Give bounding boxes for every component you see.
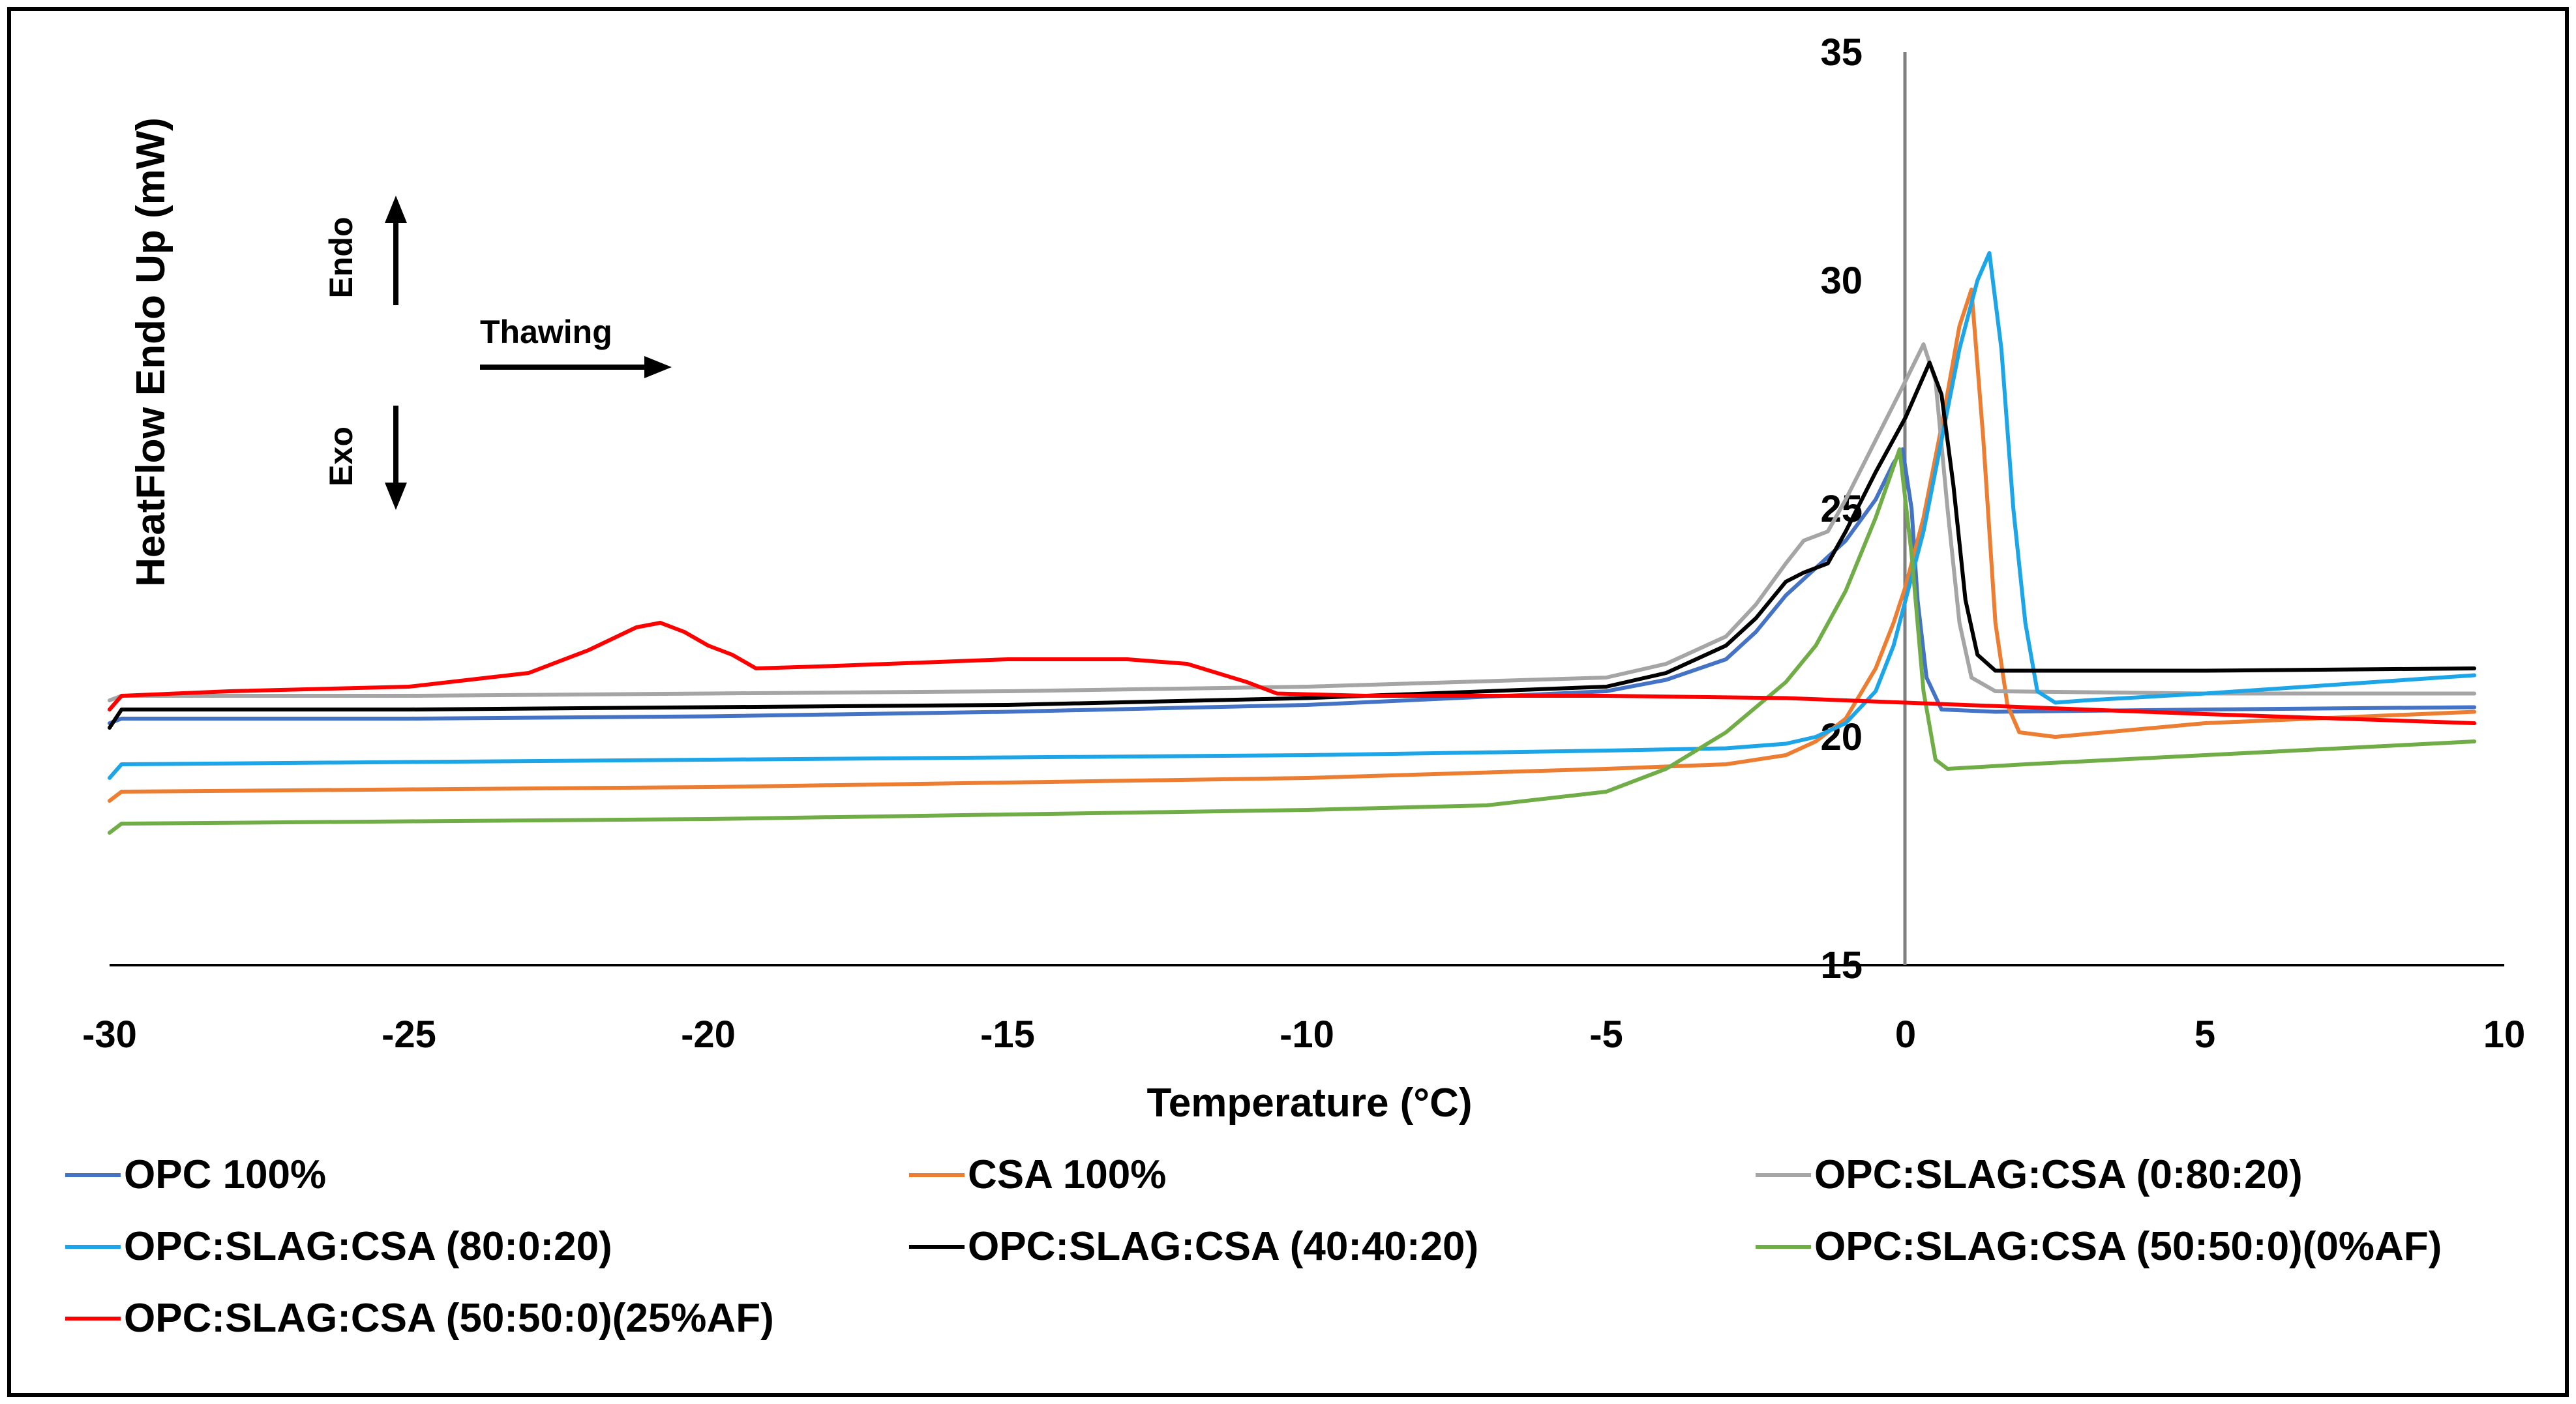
legend-label: OPC:SLAG:CSA (50:50:0)(25%AF) [124,1296,774,1341]
series-line-7 [108,621,2477,725]
endo-annotation: Endo [323,196,407,305]
x-tick-label: 5 [2194,1013,2215,1056]
series-line-5 [108,361,2477,730]
thawing-label: Thawing [480,314,612,350]
legend-item: OPC:SLAG:CSA (80:0:20) [65,1224,612,1269]
x-tick-label: 10 [2483,1013,2526,1056]
thawing-annotation: Thawing [480,314,672,378]
legend-item: CSA 100% [909,1152,1166,1197]
legend-label: OPC:SLAG:CSA (40:40:20) [968,1224,1478,1269]
x-tick-label: -30 [82,1013,137,1056]
x-axis-title: Temperature (°C) [1146,1081,1472,1126]
legend-item: OPC:SLAG:CSA (50:50:0)(25%AF) [65,1296,774,1341]
legend-item: OPC:SLAG:CSA (40:40:20) [909,1224,1478,1269]
series-line-3 [108,342,2477,702]
legend-label: OPC:SLAG:CSA (0:80:20) [1814,1152,2303,1197]
legend-label: OPC:SLAG:CSA (50:50:0)(0%AF) [1814,1224,2442,1269]
x-tick-label: -25 [382,1013,436,1056]
legend-item: OPC:SLAG:CSA (0:80:20) [1756,1152,2303,1197]
y-axis-title: HeatFlow Endo Up (mW) [128,117,173,587]
series-line-6 [108,447,2477,835]
series-lines [108,251,2477,835]
x-tick-label: -15 [980,1013,1035,1056]
thawing-arrowhead-icon [644,356,672,378]
legend: OPC 100% CSA 100% OPC:SLAG:CSA (0:80:20) OP… [65,1152,2442,1341]
y-tick-label: 30 [1820,260,1863,302]
exo-label: Exo [323,426,359,486]
legend-label: CSA 100% [968,1152,1166,1197]
y-tick-label: 15 [1820,944,1863,987]
x-tick-label: 0 [1895,1013,1916,1056]
legend-label: OPC:SLAG:CSA (80:0:20) [124,1224,612,1269]
legend-item: OPC 100% [65,1152,326,1197]
x-tick-labels: -30 -25 -20 -15 -10 -5 0 5 10 [82,1013,2525,1056]
x-tick-label: -10 [1280,1013,1334,1056]
legend-item: OPC:SLAG:CSA (50:50:0)(0%AF) [1756,1224,2442,1269]
endo-label: Endo [323,217,359,299]
x-tick-label: -20 [681,1013,736,1056]
exo-arrowhead-icon [385,483,407,510]
y-tick-label: 35 [1820,31,1863,74]
series-line-4 [108,251,2477,780]
endo-arrowhead-icon [385,196,407,223]
chart-border [7,7,2569,1397]
legend-label: OPC 100% [124,1152,326,1197]
x-tick-label: -5 [1589,1013,1623,1056]
exo-annotation: Exo [323,406,407,510]
